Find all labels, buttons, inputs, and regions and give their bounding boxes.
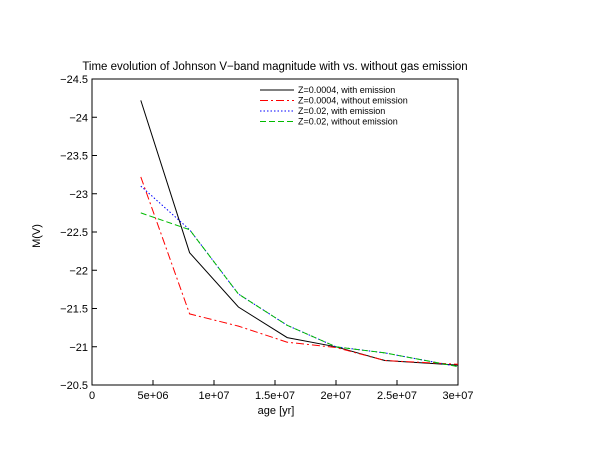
series-lines (140, 100, 459, 368)
y-tick-label: −23 (69, 189, 88, 201)
series-line-2 (140, 176, 459, 365)
y-tick-label: −21 (69, 342, 88, 354)
y-tick-label: −24 (69, 112, 88, 124)
x-tick-label: 0 (89, 390, 95, 402)
x-axis-label: age [yr] (258, 405, 295, 417)
x-tick-label: 5e+06 (138, 390, 169, 402)
legend-label-2: Z=0.0004, without emission (298, 96, 408, 106)
series-line-1 (140, 100, 459, 366)
y-tick-label: −22 (69, 265, 88, 277)
x-tick-label: 2e+07 (321, 390, 352, 402)
x-tick-label: 3e+07 (443, 390, 474, 402)
y-tick-label: −22.5 (60, 227, 88, 239)
chart-title: Time evolution of Johnson V−band magnitu… (82, 61, 467, 73)
legend-label-1: Z=0.0004, with emission (298, 85, 395, 95)
y-axis: −20.5 −21 −21.5 −22 −22.5 −23 −23.5 −24 −24.5 (60, 74, 97, 392)
y-tick-label: −21.5 (60, 304, 88, 316)
y-tick-label: −23.5 (60, 151, 88, 163)
plot-frame (91, 78, 459, 386)
y-tick-label: −20.5 (60, 380, 88, 392)
legend-label-3: Z=0.02, with emission (298, 106, 385, 116)
x-tick-label: 1.5e+07 (255, 390, 295, 402)
y-axis-label: M(V) (31, 224, 43, 248)
legend-label-4: Z=0.02, without emission (298, 117, 398, 127)
x-tick-label: 2.5e+07 (377, 390, 417, 402)
x-axis: 0 5e+06 1e+07 1.5e+07 2e+07 2.5e+07 3e+07 (89, 380, 474, 402)
x-tick-label: 1e+07 (199, 390, 230, 402)
y-tick-label: −24.5 (60, 74, 88, 86)
series-line-4 (140, 212, 459, 368)
